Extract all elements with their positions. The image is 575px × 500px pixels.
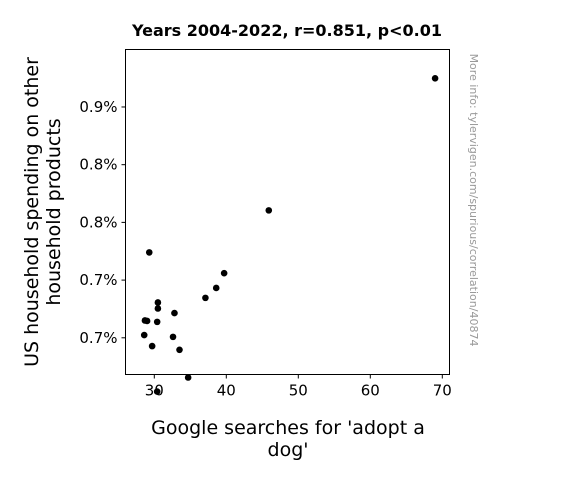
watermark: More info: tylervigen.com/spurious/corre… xyxy=(467,54,480,347)
y-axis-label-line-2: household products xyxy=(43,118,65,305)
x-tick-label: 70 xyxy=(433,382,452,400)
y-tick-label: 0.8% xyxy=(79,156,117,174)
data-point xyxy=(265,207,273,214)
data-point xyxy=(148,342,156,350)
data-point xyxy=(143,317,151,325)
x-axis-label-line-1: Google searches for 'adopt a xyxy=(151,417,425,439)
data-point xyxy=(153,388,161,395)
data-point xyxy=(169,333,177,341)
y-axis: 0.7% 0.7% 0.8% 0.8% 0.9% xyxy=(79,98,126,347)
data-point xyxy=(154,305,162,312)
y-axis-label-line-1: US household spending on other xyxy=(21,57,43,367)
x-tick-label: 40 xyxy=(217,382,236,400)
data-point xyxy=(153,318,161,326)
y-tick-label: 0.9% xyxy=(79,98,117,116)
data-point xyxy=(202,294,209,302)
data-point xyxy=(184,374,192,381)
chart-title: Years 2004-2022, r=0.851, p<0.01 xyxy=(131,21,442,40)
data-point xyxy=(431,75,439,82)
data-point xyxy=(171,309,178,317)
x-axis-label-line-2: dog' xyxy=(268,439,309,461)
y-tick-label: 0.7% xyxy=(79,271,117,289)
data-point xyxy=(220,269,228,277)
y-tick-label: 0.8% xyxy=(79,213,117,231)
data-points xyxy=(140,75,439,395)
data-point xyxy=(176,346,183,354)
x-tick-label: 50 xyxy=(289,382,308,400)
y-tick-label: 0.7% xyxy=(79,329,117,347)
data-point xyxy=(154,299,162,306)
data-point xyxy=(140,331,148,339)
data-point xyxy=(145,249,153,256)
x-tick-label: 60 xyxy=(361,382,380,400)
data-point xyxy=(212,284,220,292)
plot-frame xyxy=(125,49,450,375)
